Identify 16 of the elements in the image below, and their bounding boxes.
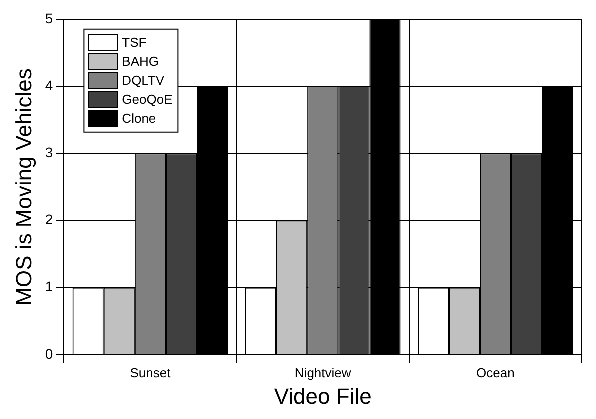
y-tick-label: 2 xyxy=(45,212,54,228)
y-tick-label: 0 xyxy=(45,346,54,362)
y-axis-title: MOS is Moving Vehicles xyxy=(11,68,36,306)
x-tick-label: Ocean xyxy=(476,365,515,380)
y-tick-label: 5 xyxy=(45,10,54,26)
x-tick-label: Sunset xyxy=(130,365,172,380)
legend-label: Clone xyxy=(122,110,156,126)
y-tick-label: 1 xyxy=(45,278,54,295)
x-axis-title: Video File xyxy=(274,384,372,409)
legend-label: BAHG xyxy=(122,54,160,69)
y-tick-label: 3 xyxy=(45,144,54,160)
y-tick-label: 4 xyxy=(45,77,54,94)
legend-label: DQLTV xyxy=(122,72,165,88)
x-tick-label: Nightview xyxy=(294,365,352,380)
legend-label: TSF xyxy=(122,34,147,50)
legend-label: GeoQoE xyxy=(122,92,174,107)
